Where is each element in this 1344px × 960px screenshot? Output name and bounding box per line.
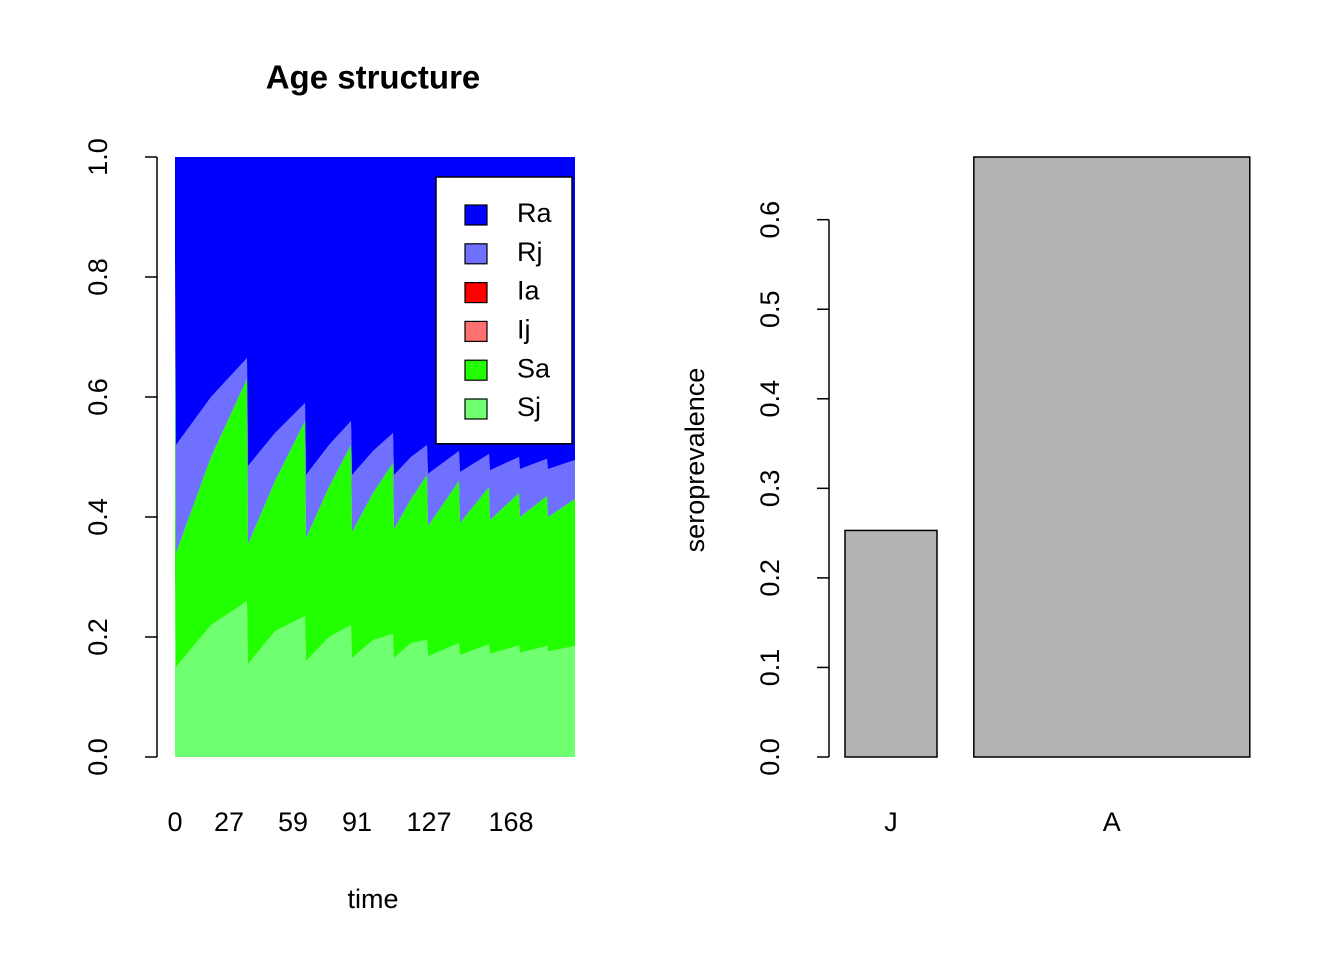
legend-label: Sa [517, 353, 551, 383]
y-tick-label: 0.4 [83, 498, 113, 536]
x-tick-label: 27 [214, 807, 244, 837]
legend-swatch [464, 204, 488, 226]
x-axis-label: time [347, 884, 398, 914]
y-tick-label: 0.0 [83, 738, 113, 776]
legend-swatch [464, 320, 488, 342]
legend-swatch [464, 398, 488, 420]
legend-label: Ij [517, 315, 531, 345]
y-tick-label: 0.4 [755, 380, 785, 418]
y-tick-label: 0.6 [83, 378, 113, 416]
y-axis-label: seroprevalence [680, 368, 710, 553]
x-tick-label: 168 [488, 807, 533, 837]
legend-swatch [464, 359, 488, 381]
y-tick-label: 0.2 [83, 618, 113, 656]
y-tick-label: 0.0 [755, 738, 785, 776]
x-tick-label: 0 [167, 807, 182, 837]
legend-swatch [464, 243, 488, 265]
y-tick-label: 0.3 [755, 470, 785, 508]
legend-box [435, 176, 573, 445]
y-tick-label: 1.0 [83, 138, 113, 176]
legend-label: Rj [517, 237, 543, 267]
y-tick-label: 0.6 [755, 201, 785, 239]
legend-label: Sj [517, 392, 541, 422]
chart-title: Age structure [266, 59, 481, 96]
y-tick-label: 0.8 [83, 258, 113, 296]
y-tick-label: 0.2 [755, 559, 785, 597]
legend-label: Ra [517, 198, 552, 228]
area-series [175, 301, 575, 667]
y-tick-label: 0.5 [755, 290, 785, 328]
legend-swatch [464, 282, 488, 304]
x-tick-label: 91 [342, 807, 372, 837]
bar [844, 529, 938, 758]
area-series [175, 259, 575, 553]
x-tick-label: J [884, 807, 898, 837]
legend-label: Ia [517, 276, 541, 306]
bar [973, 156, 1251, 758]
x-tick-label: 59 [278, 807, 308, 837]
x-tick-label: A [1103, 807, 1121, 837]
y-tick-label: 0.1 [755, 649, 785, 687]
x-tick-label: 127 [406, 807, 451, 837]
area-series [175, 577, 575, 757]
